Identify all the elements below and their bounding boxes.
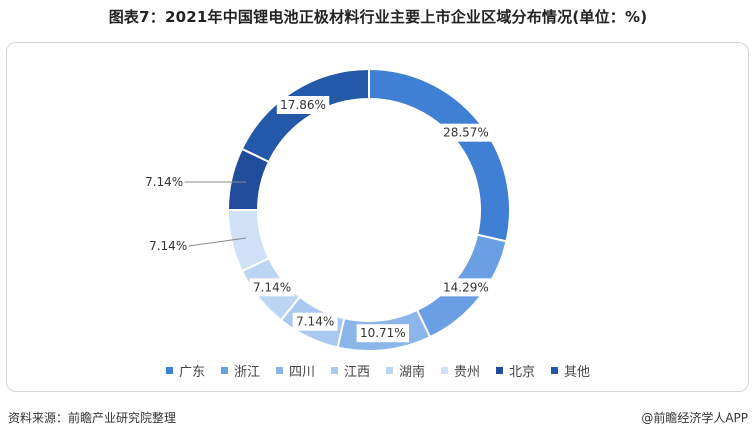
data-label-7: 7.14% <box>145 175 183 189</box>
legend-swatch-1 <box>165 367 173 374</box>
donut-slice-1 <box>368 67 511 243</box>
legend-item-3: 四川 <box>275 361 315 380</box>
data-label-2: 14.29% <box>443 280 489 294</box>
data-label-box-1 <box>439 123 493 142</box>
data-label-box-5 <box>249 278 295 297</box>
legend-item-8: 其他 <box>551 361 590 380</box>
legend-label-4: 江西 <box>343 365 370 380</box>
legend-label-5: 湖南 <box>399 365 426 380</box>
leader-line-6 <box>188 237 247 247</box>
legend-swatch-4 <box>330 367 338 374</box>
legend-label-8: 其他 <box>564 365 591 380</box>
data-label-5: 7.14% <box>253 280 291 294</box>
data-label-box-2 <box>439 278 493 297</box>
chart-legend: 广东 浙江 四川 江西 湖南 贵州 北京 其他 <box>0 361 756 380</box>
donut-slice-8 <box>240 67 370 164</box>
data-label-4: 7.14% <box>296 315 334 329</box>
chart-frame <box>6 42 749 392</box>
legend-label-1: 广东 <box>178 365 205 380</box>
legend-label-7: 北京 <box>509 365 536 380</box>
data-label-1: 28.57% <box>443 126 489 140</box>
legend-swatch-8 <box>551 367 559 374</box>
legend-label-2: 浙江 <box>233 365 260 380</box>
data-label-box-4 <box>292 312 338 331</box>
legend-item-1: 广东 <box>165 361 205 380</box>
data-label-box-8 <box>276 96 330 115</box>
legend-swatch-6 <box>441 367 449 374</box>
legend-swatch-2 <box>220 367 228 374</box>
legend-item-6: 贵州 <box>441 361 480 380</box>
legend-item-5: 湖南 <box>386 361 425 380</box>
legend-label-6: 贵州 <box>454 365 481 380</box>
donut-slice-6 <box>226 209 271 273</box>
legend-swatch-7 <box>496 367 504 374</box>
chart-title: 图表7：2021年中国锂电池正极材料行业主要上市企业区域分布情况(单位：%) <box>108 8 648 26</box>
legend-swatch-3 <box>275 367 283 374</box>
source-note: 资料来源：前瞻产业研究院整理 <box>8 411 177 425</box>
brand-credit: @前瞻经济学人APP <box>641 411 748 425</box>
legend-item-2: 浙江 <box>220 361 260 380</box>
data-label-3: 10.71% <box>360 326 406 340</box>
data-label-6: 7.14% <box>149 239 187 253</box>
legend-item-4: 江西 <box>330 361 370 380</box>
legend-item-7: 北京 <box>496 361 535 380</box>
data-label-8: 17.86% <box>280 98 326 112</box>
legend-swatch-5 <box>386 367 393 374</box>
data-label-box-3 <box>356 324 410 343</box>
legend-label-3: 四川 <box>288 365 315 380</box>
